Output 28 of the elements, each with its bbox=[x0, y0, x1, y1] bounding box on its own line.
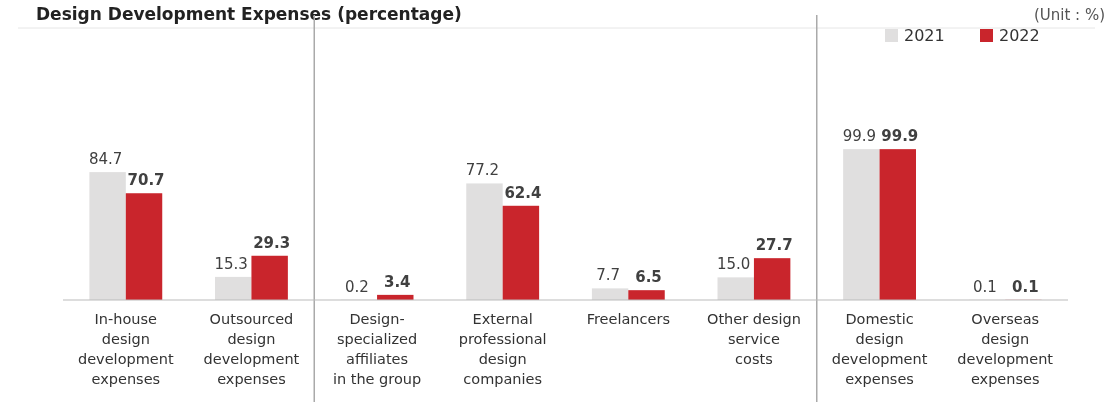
data-label: 0.2 bbox=[344, 277, 369, 296]
x-tick-label: Overseas design development expenses bbox=[957, 311, 1054, 387]
x-tick-label: Freelancers bbox=[586, 311, 670, 327]
data-label: 84.7 bbox=[88, 150, 123, 169]
data-label: 77.2 bbox=[465, 161, 500, 180]
chart-title: Design Development Expenses (percentage) bbox=[36, 4, 462, 24]
data-label: 99.9 bbox=[842, 127, 877, 146]
x-tick-label: External professional design companies bbox=[458, 311, 547, 387]
data-label: 0.1 bbox=[1012, 277, 1039, 296]
data-label: 3.4 bbox=[383, 272, 411, 291]
x-tick-label: Design-specialized affiliates in the group bbox=[332, 311, 422, 387]
text: (Unit : %) bbox=[1033, 6, 1105, 24]
data-label: 0.1 bbox=[973, 277, 997, 296]
data-label: 62.4 bbox=[504, 183, 542, 202]
data-label: 99.9 bbox=[881, 127, 919, 146]
legend-label: 2021 bbox=[904, 26, 945, 45]
data-label: 15.3 bbox=[214, 254, 248, 273]
data-label: 29.3 bbox=[253, 233, 291, 252]
data-label: 27.7 bbox=[755, 236, 793, 255]
x-tick-label: In-house design development expenses bbox=[77, 311, 174, 387]
x-tick-label: Outsourced design development expenses bbox=[203, 311, 300, 387]
x-tick-label: Domestic design development expenses bbox=[831, 311, 928, 387]
data-label: 70.7 bbox=[127, 171, 165, 190]
data-label: 15.0 bbox=[717, 255, 751, 274]
legend-label: 2022 bbox=[999, 26, 1040, 45]
data-label: 7.7 bbox=[596, 266, 621, 285]
x-tick-label: Other design service costs bbox=[706, 311, 801, 367]
data-label: 6.5 bbox=[635, 268, 662, 287]
